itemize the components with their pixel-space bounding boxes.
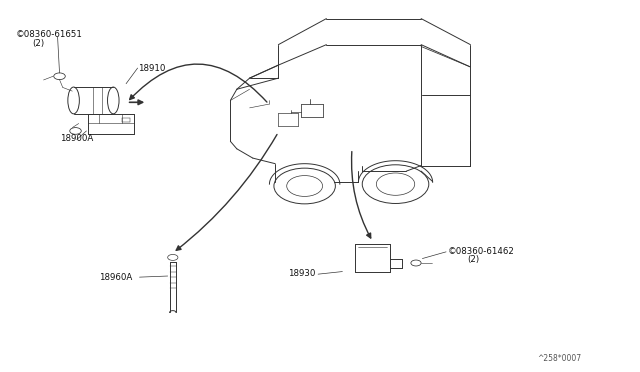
Text: 18900A: 18900A xyxy=(60,134,93,143)
Text: 18930: 18930 xyxy=(288,269,316,278)
Text: ©08360-61462: ©08360-61462 xyxy=(448,247,515,256)
Text: 18960A: 18960A xyxy=(99,273,132,282)
Text: (2): (2) xyxy=(467,255,479,264)
Text: 18910: 18910 xyxy=(138,64,165,73)
Text: ©08360-61651: ©08360-61651 xyxy=(16,30,83,39)
Text: ^258*0007: ^258*0007 xyxy=(538,354,582,363)
Text: (2): (2) xyxy=(32,39,44,48)
